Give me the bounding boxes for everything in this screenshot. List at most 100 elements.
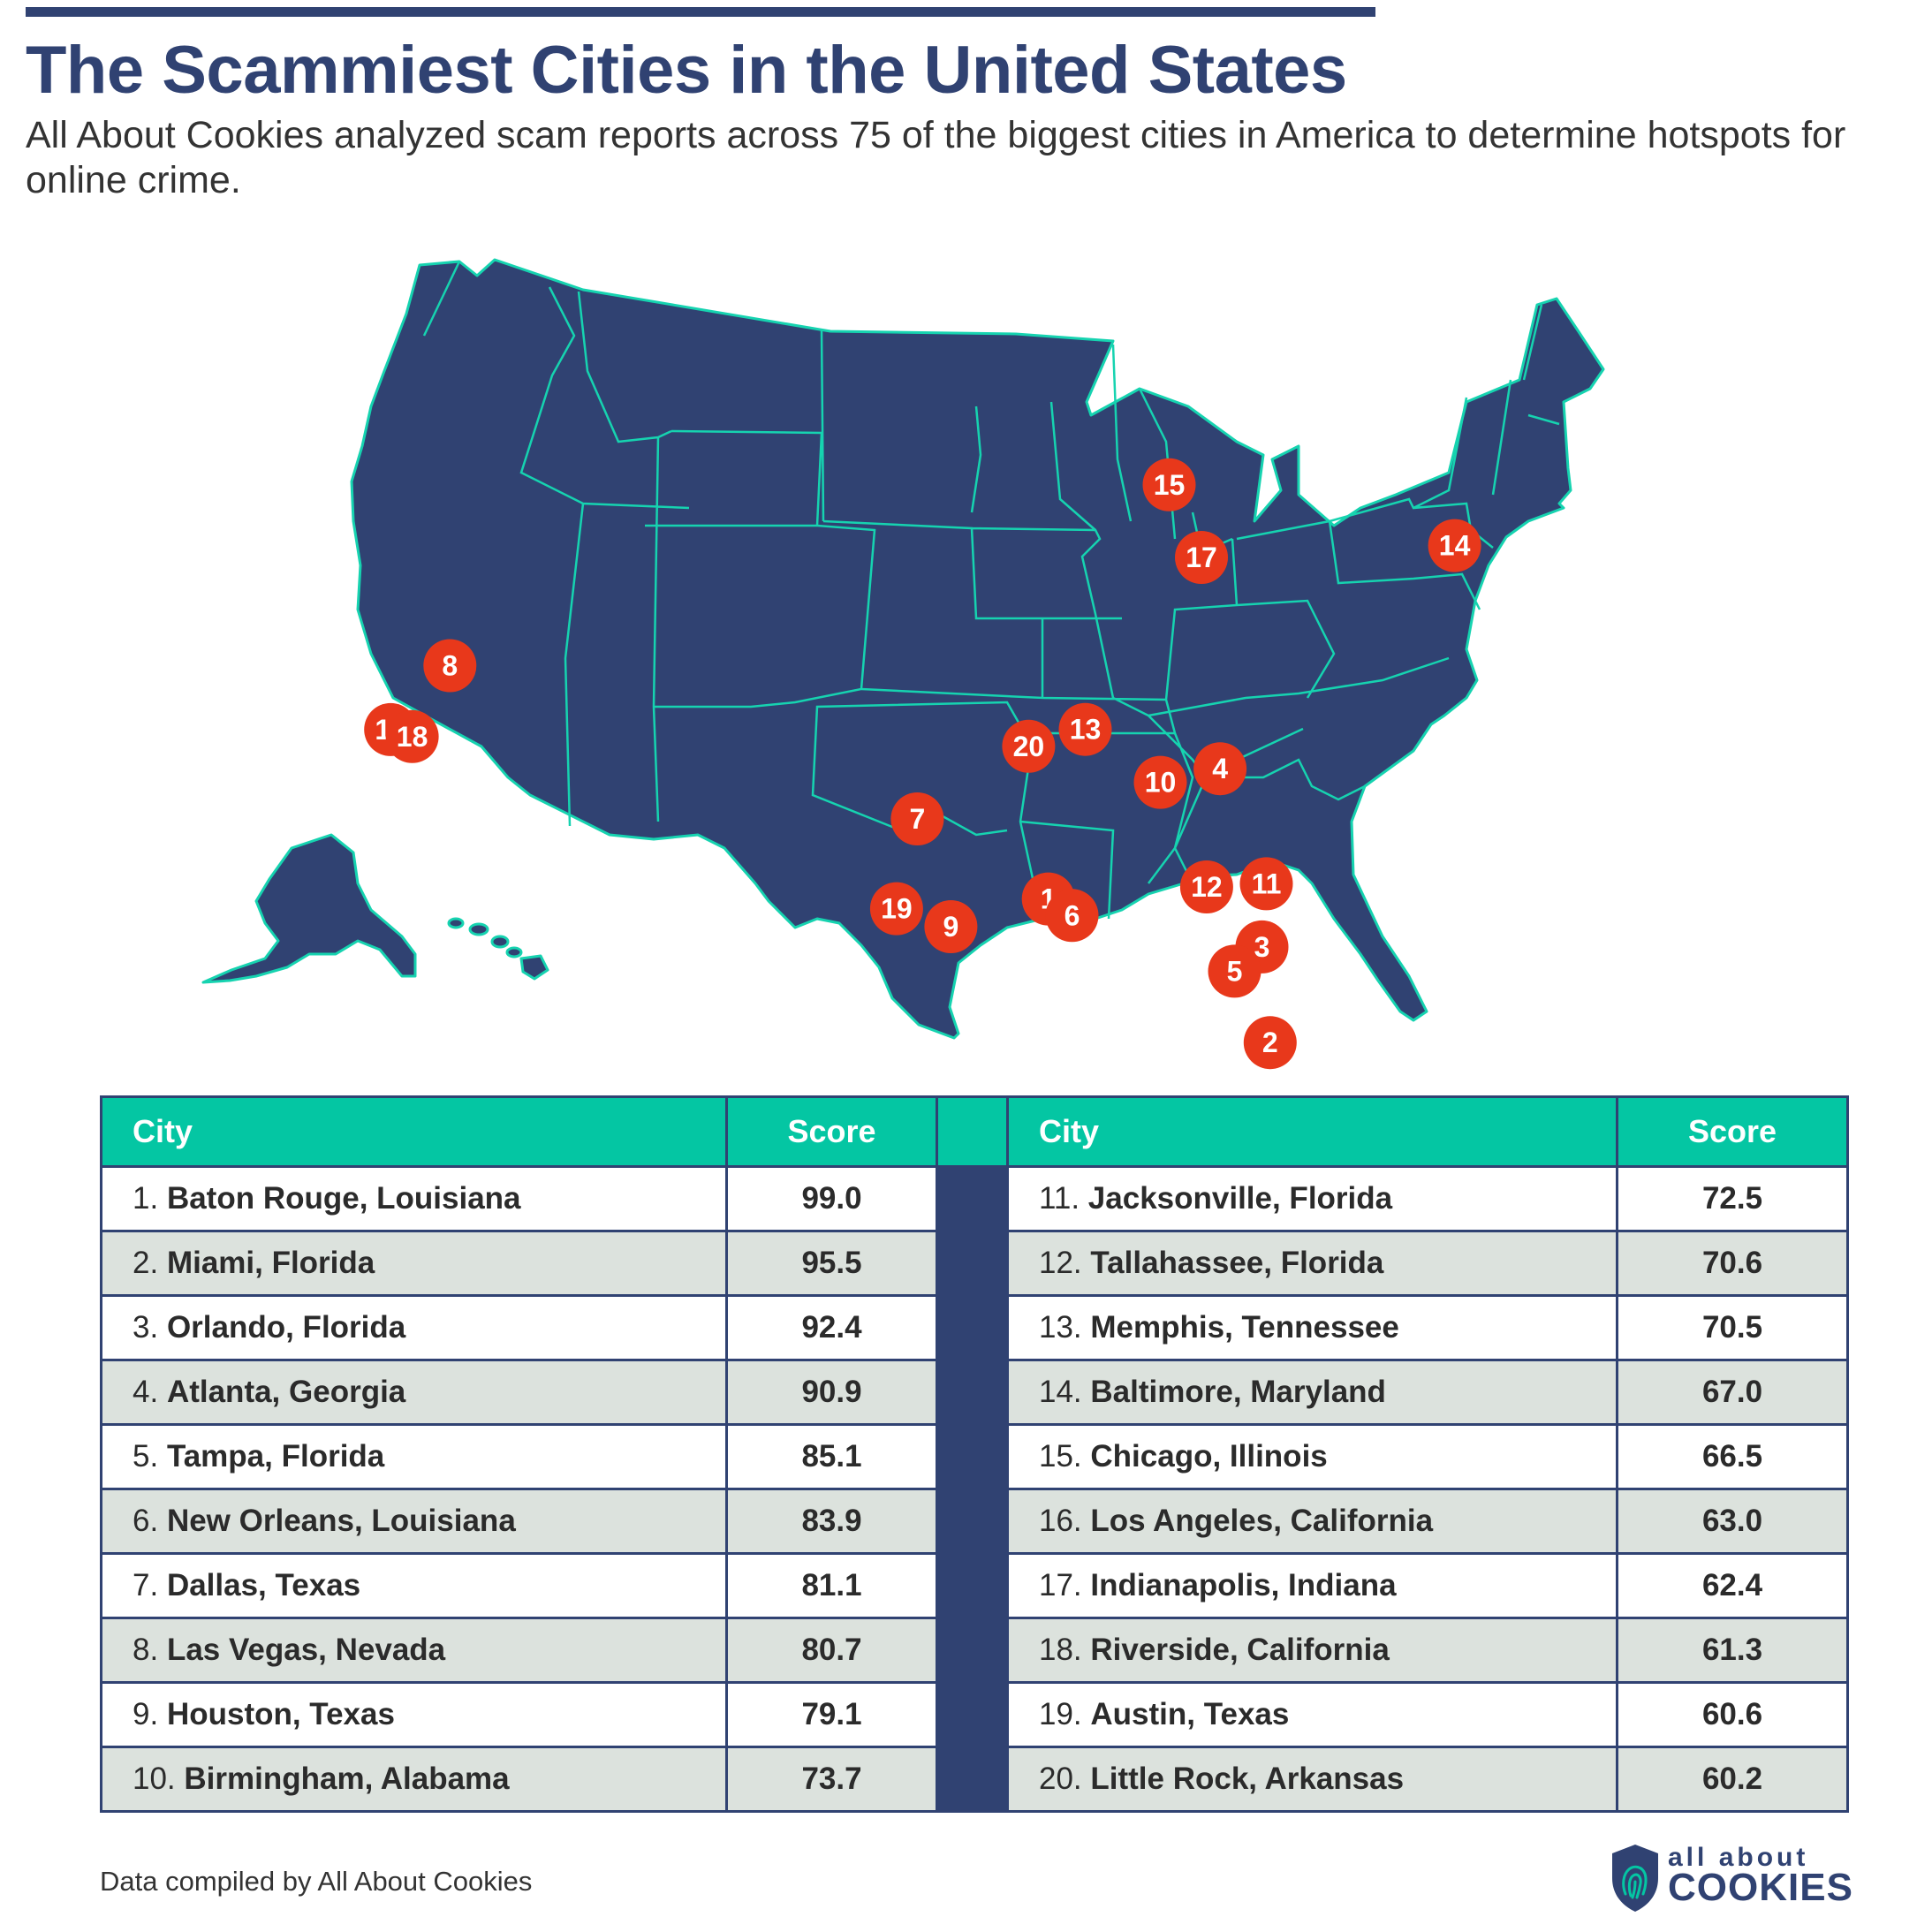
state-borders <box>422 261 1560 924</box>
contiguous-us-shape <box>350 258 1605 1040</box>
city-cell: 6. New Orleans, Louisiana <box>100 1488 728 1555</box>
city-marker-19: 19 <box>869 882 923 936</box>
marker-circle <box>1239 857 1293 911</box>
table-row: 2. Miami, Florida 95.5 12. Tallahassee, … <box>100 1230 1849 1297</box>
city-cell: 1. Baton Rouge, Louisiana <box>100 1165 728 1232</box>
rank-number: 15. <box>1039 1439 1082 1474</box>
city-cell: 3. Orlando, Florida <box>100 1294 728 1361</box>
marker-circle <box>1058 702 1112 756</box>
score-cell: 95.5 <box>725 1230 938 1297</box>
alaska-shape <box>201 833 417 984</box>
marker-rank-label: 19 <box>881 893 913 925</box>
score-cell: 92.4 <box>725 1294 938 1361</box>
rank-number: 9. <box>133 1697 159 1731</box>
marker-rank-label: 9 <box>943 911 959 943</box>
rank-number: 4. <box>133 1375 159 1409</box>
marker-circle <box>385 709 439 763</box>
page-title: The Scammiest Cities in the United State… <box>26 33 1347 108</box>
marker-rank-label: 10 <box>1145 767 1177 799</box>
score-cell: 85.1 <box>725 1423 938 1490</box>
city-marker-4: 4 <box>1193 742 1247 796</box>
city-cell: 11. Jacksonville, Florida <box>1006 1165 1618 1232</box>
marker-rank-label: 4 <box>1212 753 1228 784</box>
city-marker-2: 2 <box>1243 1016 1297 1070</box>
city-cell: 2. Miami, Florida <box>100 1230 728 1297</box>
rank-number: 1. <box>133 1181 159 1216</box>
city-marker-9: 9 <box>924 900 978 953</box>
all-about-cookies-logo: all about COOKIES <box>1610 1843 1852 1922</box>
column-separator <box>936 1230 1009 1297</box>
column-separator <box>936 1294 1009 1361</box>
marker-rank-label: 18 <box>397 721 428 753</box>
city-name: Indianapolis, Indiana <box>1090 1568 1397 1602</box>
city-name: Birmingham, Alabama <box>184 1762 510 1796</box>
city-markers: 1234567891011121314151617181920 <box>364 458 1481 1070</box>
table-row: 10. Birmingham, Alabama 73.7 20. Little … <box>100 1746 1849 1813</box>
score-cell: 66.5 <box>1616 1423 1849 1490</box>
logo-text-small: all about <box>1668 1843 1809 1872</box>
data-credit: Data compiled by All About Cookies <box>100 1866 533 1897</box>
rankings-table: City Score City Score 1. Baton Rouge, Lo… <box>100 1095 1849 1813</box>
city-name: Baltimore, Maryland <box>1090 1375 1386 1409</box>
column-separator <box>936 1617 1009 1684</box>
rank-number: 20. <box>1039 1762 1082 1796</box>
page-subtitle: All About Cookies analyzed scam reports … <box>26 114 1846 201</box>
fingerprint-shield-icon <box>1612 1845 1658 1912</box>
score-cell: 60.6 <box>1616 1681 1849 1748</box>
map-states <box>201 258 1605 1040</box>
column-separator <box>936 1488 1009 1555</box>
marker-rank-label: 13 <box>1070 714 1102 746</box>
rank-number: 2. <box>133 1246 159 1280</box>
marker-rank-label: 7 <box>910 803 926 835</box>
marker-rank-label: 8 <box>442 650 458 682</box>
marker-rank-label: 2 <box>1262 1027 1278 1058</box>
city-cell: 12. Tallahassee, Florida <box>1006 1230 1618 1297</box>
score-cell: 61.3 <box>1616 1617 1849 1684</box>
table-row: 4. Atlanta, Georgia 90.9 14. Baltimore, … <box>100 1359 1849 1426</box>
table-row: 8. Las Vegas, Nevada 80.7 18. Riverside,… <box>100 1617 1849 1684</box>
city-cell: 5. Tampa, Florida <box>100 1423 728 1490</box>
city-cell: 7. Dallas, Texas <box>100 1552 728 1619</box>
city-name: Orlando, Florida <box>166 1310 406 1345</box>
city-marker-5: 5 <box>1208 944 1261 998</box>
column-separator <box>936 1359 1009 1426</box>
rank-number: 18. <box>1039 1633 1082 1667</box>
marker-circle <box>890 792 944 845</box>
city-cell: 10. Birmingham, Alabama <box>100 1746 728 1813</box>
city-marker-11: 11 <box>1239 857 1293 911</box>
marker-circle <box>423 639 477 693</box>
score-cell: 99.0 <box>725 1165 938 1232</box>
city-cell: 17. Indianapolis, Indiana <box>1006 1552 1618 1619</box>
column-separator <box>936 1681 1009 1748</box>
score-cell: 83.9 <box>725 1488 938 1555</box>
city-marker-17: 17 <box>1175 531 1228 584</box>
marker-rank-label: 15 <box>1154 469 1186 501</box>
rank-number: 10. <box>133 1762 176 1796</box>
marker-rank-label: 5 <box>1227 955 1243 987</box>
rank-number: 14. <box>1039 1375 1082 1409</box>
city-marker-12: 12 <box>1179 860 1233 913</box>
city-name: Austin, Texas <box>1090 1697 1290 1731</box>
city-marker-20: 20 <box>1002 719 1056 773</box>
score-cell: 72.5 <box>1616 1165 1849 1232</box>
marker-rank-label: 11 <box>1252 868 1282 899</box>
marker-rank-label: 20 <box>1013 731 1045 762</box>
column-separator <box>936 1552 1009 1619</box>
city-name: Riverside, California <box>1090 1633 1390 1667</box>
table-row: 7. Dallas, Texas 81.1 17. Indianapolis, … <box>100 1552 1849 1619</box>
marker-circle <box>869 882 923 936</box>
marker-rank-label: 14 <box>1439 530 1471 562</box>
column-separator <box>936 1423 1009 1490</box>
score-cell: 67.0 <box>1616 1359 1849 1426</box>
city-column-header-left: City <box>100 1095 728 1168</box>
score-cell: 81.1 <box>725 1552 938 1619</box>
rank-number: 12. <box>1039 1246 1082 1280</box>
city-marker-13: 13 <box>1058 702 1112 756</box>
city-name: Little Rock, Arkansas <box>1090 1762 1405 1796</box>
table-header-row: City Score City Score <box>100 1095 1849 1168</box>
us-map: 1234567891011121314151617181920 <box>201 258 1605 1070</box>
score-column-header-right: Score <box>1616 1095 1849 1168</box>
marker-circle <box>1142 458 1196 511</box>
city-name: Tallahassee, Florida <box>1090 1246 1384 1280</box>
score-column-header-left: Score <box>725 1095 938 1168</box>
